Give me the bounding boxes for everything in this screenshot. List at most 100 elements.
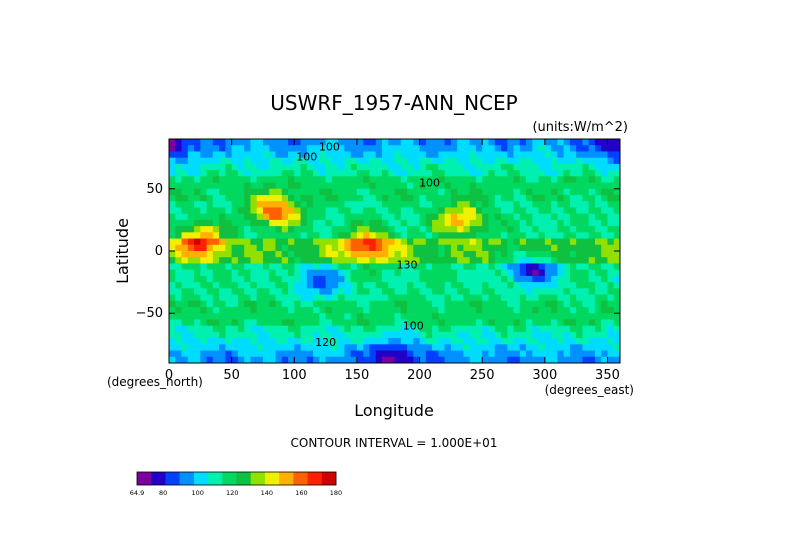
field-cell <box>237 344 245 352</box>
field-cell <box>413 145 421 153</box>
field-cell <box>500 251 508 258</box>
field-cell <box>225 176 233 184</box>
field-cell <box>388 219 396 227</box>
field-cell <box>212 238 220 246</box>
field-cell <box>513 350 521 358</box>
field-cell <box>594 176 602 184</box>
field-cell <box>569 275 577 283</box>
field-cell <box>306 313 314 321</box>
field-cell <box>181 226 189 233</box>
field-cell <box>250 325 258 333</box>
field-cell <box>488 244 496 252</box>
field-cell <box>594 331 602 339</box>
field-cell <box>306 257 314 265</box>
field-cell <box>394 282 402 289</box>
field-cell <box>594 282 602 289</box>
field-cell <box>601 251 609 258</box>
field-cell <box>187 319 195 327</box>
field-cell <box>538 163 546 171</box>
field-cell <box>613 195 620 202</box>
field-cell <box>475 251 483 258</box>
field-cell <box>356 300 364 308</box>
field-cell <box>532 219 540 227</box>
field-cell <box>551 344 558 352</box>
heatmap-field <box>169 139 620 363</box>
field-cell <box>544 188 552 196</box>
field-cell <box>507 207 515 215</box>
field-cell <box>256 338 264 345</box>
field-cell <box>237 151 245 159</box>
field-cell <box>212 300 220 308</box>
field-cell <box>507 263 515 271</box>
field-cell <box>563 344 571 352</box>
field-cell <box>388 356 396 363</box>
field-cell <box>350 213 358 221</box>
field-cell <box>432 219 439 227</box>
field-cell <box>262 331 270 339</box>
field-cell <box>294 288 302 296</box>
field-cell <box>250 269 258 277</box>
field-cell <box>225 356 233 363</box>
field-cell <box>482 356 490 363</box>
field-cell <box>325 282 333 289</box>
field-cell <box>563 338 571 345</box>
field-cell <box>356 163 364 171</box>
field-cell <box>519 188 527 196</box>
field-cell <box>613 226 620 233</box>
field-cell <box>356 232 364 240</box>
field-cell <box>613 356 620 363</box>
field-cell <box>225 213 233 221</box>
field-cell <box>306 207 314 215</box>
field-cell <box>532 201 540 209</box>
colorbar-swatch <box>293 472 308 485</box>
field-cell <box>469 207 477 215</box>
field-cell <box>381 251 389 258</box>
field-cell <box>194 151 201 159</box>
field-cell <box>513 145 521 153</box>
field-cell <box>513 170 521 177</box>
field-cell <box>463 356 471 363</box>
field-cell <box>388 325 396 333</box>
field-cell <box>225 325 233 333</box>
field-cell <box>532 139 540 146</box>
field-cell <box>394 195 402 202</box>
field-cell <box>457 163 464 171</box>
field-cell <box>407 338 414 345</box>
field-cell <box>507 170 515 177</box>
field-cell <box>256 170 264 177</box>
field-cell <box>269 356 277 363</box>
field-cell <box>407 188 414 196</box>
field-cell <box>269 288 277 296</box>
field-cell <box>538 269 546 277</box>
field-cell <box>413 300 421 308</box>
field-cell <box>338 313 345 321</box>
field-cell <box>269 269 277 277</box>
field-cell <box>262 226 270 233</box>
colorbar-swatch <box>307 472 323 485</box>
field-cell <box>425 356 433 363</box>
field-cell <box>256 313 264 321</box>
field-cell <box>262 251 270 258</box>
field-cell <box>187 139 195 146</box>
field-cell <box>488 170 496 177</box>
field-cell <box>294 201 302 209</box>
field-cell <box>275 338 283 345</box>
field-cell <box>219 182 226 190</box>
field-cell <box>551 269 558 277</box>
field-cell <box>563 170 571 177</box>
field-cell <box>275 238 283 246</box>
field-cell <box>375 350 383 358</box>
field-cell <box>338 319 345 327</box>
field-cell <box>413 307 421 314</box>
field-cell <box>262 176 270 184</box>
field-cell <box>576 251 584 258</box>
field-cell <box>269 219 277 227</box>
field-cell <box>601 157 609 165</box>
field-cell <box>519 201 527 209</box>
field-cell <box>588 331 596 339</box>
field-cell <box>194 201 201 209</box>
field-cell <box>187 219 195 227</box>
field-cell <box>494 182 502 190</box>
field-cell <box>206 257 214 265</box>
field-cell <box>432 195 439 202</box>
